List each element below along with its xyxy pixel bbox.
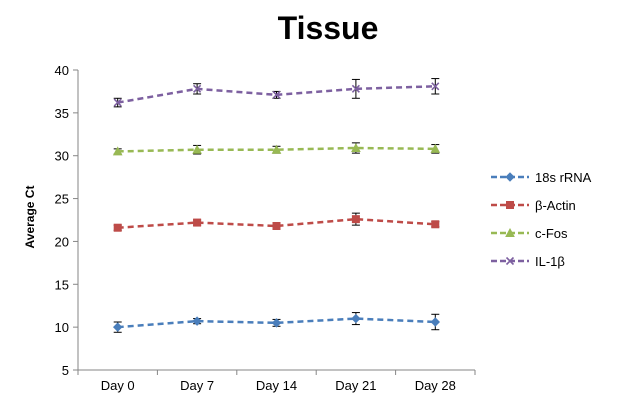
legend-marker xyxy=(505,227,515,237)
data-point xyxy=(193,84,202,93)
data-point xyxy=(113,223,122,232)
x-tick-label: Day 14 xyxy=(256,378,297,393)
data-point xyxy=(351,215,360,224)
data-point xyxy=(351,84,360,93)
series xyxy=(112,142,441,156)
data-point xyxy=(430,317,441,327)
data-point xyxy=(430,143,441,153)
data-point xyxy=(113,98,122,107)
legend-label: β-Actin xyxy=(535,198,576,213)
chart-title: Tissue xyxy=(278,10,379,46)
data-point xyxy=(271,318,282,328)
legend-marker xyxy=(505,172,515,182)
y-tick-label: 30 xyxy=(55,149,69,164)
data-point xyxy=(351,142,361,152)
series-line xyxy=(117,217,436,229)
y-axis-label: Average Ct xyxy=(23,186,37,249)
data-point xyxy=(112,322,123,332)
series-group xyxy=(112,78,441,333)
y-tick-label: 20 xyxy=(55,234,69,249)
data-point xyxy=(351,313,361,324)
axes: 5 10 15 20 25 30 35 40 Day 0 Day 7 Day 14 Day 21 Day… xyxy=(55,63,476,393)
legend-marker xyxy=(506,201,514,209)
legend-marker xyxy=(505,256,515,266)
legend-label: c-Fos xyxy=(535,226,568,241)
x-tick-label: Day 7 xyxy=(180,378,214,393)
y-tick-label: 5 xyxy=(62,363,69,378)
data-point xyxy=(192,316,202,326)
y-tick-label: 10 xyxy=(55,320,69,335)
legend-label: 18s rRNA xyxy=(535,170,592,185)
legend-label: IL-1β xyxy=(535,254,565,269)
x-tick-label: Day 28 xyxy=(415,378,456,393)
legend-item: β-Actin xyxy=(491,198,576,213)
y-tick-label: 25 xyxy=(55,192,69,207)
data-point xyxy=(272,90,281,99)
data-point xyxy=(112,146,123,156)
x-tick-label: Day 21 xyxy=(335,378,376,393)
y-tick-label: 35 xyxy=(55,106,69,121)
series-line xyxy=(117,317,436,329)
legend-item: IL-1β xyxy=(491,254,565,269)
y-tick-label: 40 xyxy=(55,63,69,78)
series xyxy=(112,312,441,333)
legend-item: 18s rRNA xyxy=(491,170,592,185)
series xyxy=(113,78,440,108)
series xyxy=(113,212,440,232)
data-point xyxy=(271,144,282,154)
data-point xyxy=(272,222,281,230)
legend: 18s rRNA β-Actin c-Fos IL-1β xyxy=(491,170,592,269)
y-tick-label: 15 xyxy=(55,277,69,292)
data-point xyxy=(431,220,440,229)
series-line xyxy=(117,146,436,153)
data-point xyxy=(193,218,202,227)
data-point xyxy=(431,82,440,91)
x-tick-label: Day 0 xyxy=(101,378,135,393)
data-point xyxy=(192,144,202,154)
legend-item: c-Fos xyxy=(491,226,568,241)
